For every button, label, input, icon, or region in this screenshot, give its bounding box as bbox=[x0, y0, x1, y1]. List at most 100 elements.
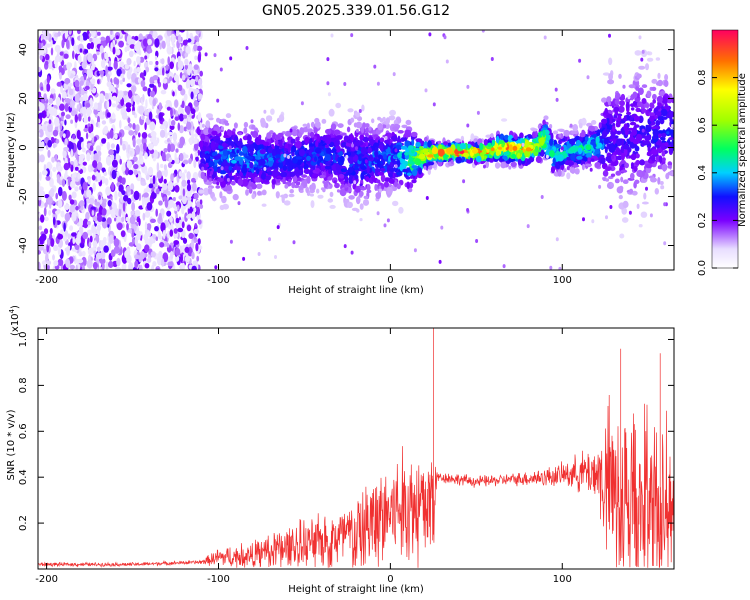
spectrogram-cell bbox=[136, 56, 141, 64]
spectrogram-cell bbox=[184, 64, 188, 70]
spectrogram-cell bbox=[154, 226, 159, 232]
spectrogram-cell bbox=[181, 262, 185, 270]
spectrogram-cell bbox=[612, 138, 616, 145]
spectrogram-cell bbox=[347, 166, 354, 174]
spectrogram-cell bbox=[195, 156, 199, 162]
spectrogram-cell bbox=[242, 145, 248, 154]
spectrogram-cell bbox=[549, 124, 553, 129]
spectrogram-cell bbox=[628, 84, 636, 89]
spectrogram-cell bbox=[115, 78, 120, 85]
spectrogram-cell bbox=[178, 219, 183, 224]
spectrogram-cell bbox=[68, 176, 71, 187]
spectrogram-cell bbox=[301, 174, 308, 178]
spectrogram-cell bbox=[128, 262, 134, 270]
spectrogram-cell bbox=[178, 34, 182, 44]
spectrogram-cell bbox=[552, 157, 556, 166]
spectrogram-cell bbox=[106, 141, 111, 151]
spectrogram-cell bbox=[38, 51, 43, 56]
spectrogram-cell bbox=[667, 98, 672, 104]
spectrogram-cell bbox=[140, 157, 144, 165]
spectrogram-cell bbox=[162, 182, 168, 191]
spectrogram-cell bbox=[285, 200, 289, 205]
spectrogram-cell bbox=[38, 42, 42, 50]
spectrogram-cell bbox=[333, 180, 337, 184]
spectrogram-cell bbox=[132, 87, 135, 97]
spectrogram-cell bbox=[120, 73, 125, 79]
spectrogram-cell bbox=[84, 198, 87, 209]
spectrogram-cell bbox=[608, 73, 613, 81]
spectrogram-cell bbox=[197, 149, 201, 156]
spectrogram-cell bbox=[608, 57, 613, 66]
spectrogram-cell bbox=[45, 253, 49, 263]
spectrogram-cell bbox=[59, 103, 65, 111]
spectrogram-cell bbox=[668, 137, 674, 140]
spectrogram-cell bbox=[182, 188, 186, 197]
spectrogram-cell bbox=[195, 242, 199, 252]
spectrogram-cell bbox=[513, 133, 518, 140]
spectrogram-cell bbox=[195, 30, 201, 35]
spectrogram-cell bbox=[321, 118, 327, 124]
spectrogram-cell bbox=[612, 122, 616, 127]
spectrogram-cell bbox=[108, 60, 112, 67]
spectrogram-cell bbox=[147, 143, 154, 151]
spectrogram-cell bbox=[64, 30, 68, 39]
spectrogram-cell bbox=[409, 175, 414, 179]
spectrogram-cell bbox=[74, 93, 80, 103]
spectrogram-cell bbox=[141, 115, 145, 121]
spectrogram-cell bbox=[418, 167, 423, 175]
spectrogram-cell bbox=[197, 78, 202, 86]
spectrogram-cell bbox=[667, 161, 673, 166]
spectrogram-cell bbox=[645, 163, 653, 169]
spectrogram-cell bbox=[90, 42, 94, 50]
spectrogram-cell bbox=[71, 211, 77, 222]
spectrogram-cell bbox=[134, 43, 140, 52]
spectrogram-cell bbox=[572, 164, 580, 168]
spectrogram-cell bbox=[284, 157, 292, 166]
spectrogram-cell bbox=[594, 162, 601, 168]
spectrogram-cell bbox=[150, 218, 156, 223]
spectrogram-cell bbox=[49, 187, 55, 198]
spectrogram-cell bbox=[173, 109, 176, 115]
spectrogram-cell bbox=[604, 107, 608, 115]
spectrogram-cell bbox=[384, 139, 390, 144]
spectrogram-cell bbox=[347, 108, 354, 113]
spectrogram-cell bbox=[194, 223, 197, 228]
spectrogram-cell bbox=[76, 104, 80, 112]
spectrogram-cell bbox=[64, 212, 71, 222]
spectrogram-cell bbox=[427, 161, 435, 166]
spectrogram-cell bbox=[99, 70, 105, 75]
spectrogram-cell bbox=[411, 165, 419, 169]
spectrogram-cell bbox=[661, 163, 668, 172]
spectrogram-cell bbox=[190, 108, 196, 115]
spectrogram-cell bbox=[46, 264, 50, 270]
spectrogram-cell bbox=[411, 149, 415, 154]
spectrogram-cell bbox=[334, 182, 340, 189]
spectrogram-cell bbox=[71, 232, 77, 237]
spectrogram-cell bbox=[91, 78, 96, 85]
spectrogram-cell bbox=[134, 236, 138, 246]
spectrogram-cell bbox=[40, 233, 47, 241]
spectrogram-cell bbox=[122, 77, 125, 82]
spectrogram-cell bbox=[144, 109, 149, 116]
spectrogram-cell bbox=[347, 140, 353, 144]
spectrogram-cell bbox=[454, 138, 462, 143]
spectrogram-cell bbox=[69, 225, 74, 232]
spectrogram-cell bbox=[604, 146, 608, 154]
spectrogram-cell bbox=[150, 191, 157, 200]
spectrogram-cell bbox=[120, 97, 125, 107]
spectrogram-cell bbox=[186, 30, 189, 41]
spectrogram-cell bbox=[126, 223, 129, 231]
spectrogram-cell bbox=[171, 119, 176, 127]
spectrogram-cell bbox=[58, 186, 63, 197]
spectrogram-cell bbox=[228, 166, 233, 171]
spectrogram-cell bbox=[184, 58, 189, 66]
spectrogram-cell bbox=[74, 86, 81, 92]
spectrogram-cell bbox=[65, 258, 71, 269]
spectrogram-cell bbox=[122, 202, 126, 212]
spectrogram-cell bbox=[670, 149, 673, 154]
spectrogram-cell bbox=[552, 130, 559, 135]
spectrogram-cell bbox=[298, 148, 305, 157]
spectrogram-cell bbox=[174, 74, 179, 82]
spectrogram-cell bbox=[50, 238, 55, 247]
